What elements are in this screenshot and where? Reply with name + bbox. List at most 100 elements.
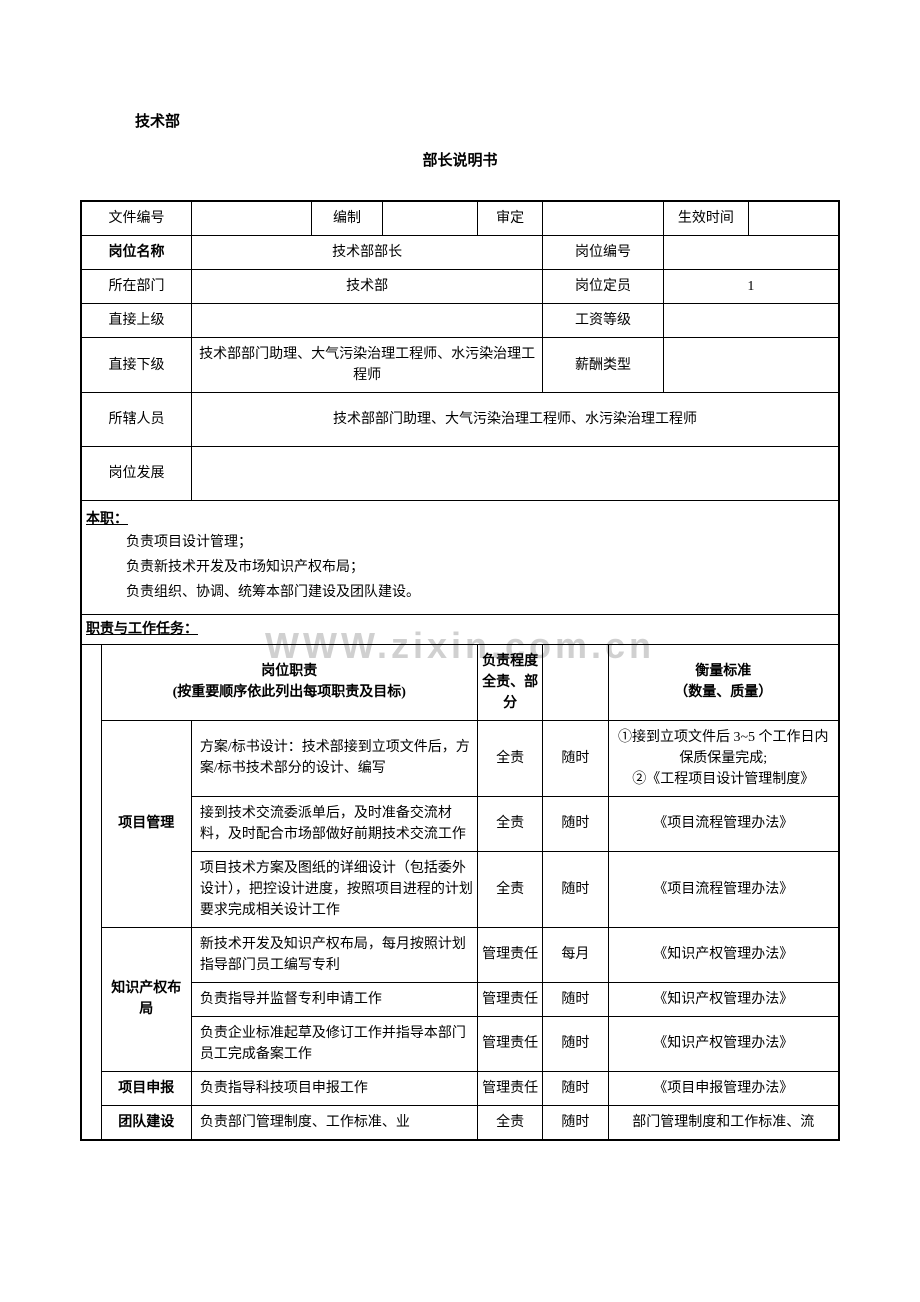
- effective-value: [749, 201, 839, 236]
- row-desc: 负责指导并监督专利申请工作: [191, 982, 477, 1016]
- header-department: 技术部: [135, 110, 840, 131]
- main-job-line-2: 负责新技术开发及市场知识产权布局；: [126, 555, 838, 580]
- pos-name-value: 技术部部长: [191, 236, 542, 270]
- row-resp: 全责: [478, 796, 543, 851]
- salary-grade-label: 工资等级: [543, 304, 663, 338]
- row-resp: 管理责任: [478, 927, 543, 982]
- row-freq: 每月: [543, 927, 608, 982]
- duties-h3: [543, 644, 608, 720]
- cat-project-mgmt: 项目管理: [101, 720, 191, 927]
- row-freq: 随时: [543, 1071, 608, 1105]
- meta-row-7: 岗位发展: [81, 447, 839, 501]
- header-title: 部长说明书: [80, 149, 840, 170]
- table-row: 负责指导并监督专利申请工作 管理责任 随时 《知识产权管理办法》: [81, 982, 839, 1016]
- headcount-value: 1: [663, 270, 839, 304]
- superior-label: 直接上级: [81, 304, 191, 338]
- duties-h1a: 岗位职责: [106, 661, 473, 682]
- table-row: 项目管理 方案/标书设计：技术部接到立项文件后，方案/标书技术部分的设计、编写 …: [81, 720, 839, 796]
- compile-value: [382, 201, 477, 236]
- row-desc: 负责指导科技项目申报工作: [191, 1071, 477, 1105]
- duties-label-row: 职责与工作任务：: [81, 614, 839, 644]
- row-std: 《知识产权管理办法》: [608, 982, 839, 1016]
- row-desc: 新技术开发及知识产权布局，每月按照计划指导部门员工编写专利: [191, 927, 477, 982]
- row-resp: 管理责任: [478, 1016, 543, 1071]
- review-label: 审定: [478, 201, 543, 236]
- dev-value: [191, 447, 839, 501]
- document-content: 技术部 部长说明书 文件编号 编制 审定 生效时间 岗位名称 技术: [80, 110, 840, 1141]
- dev-label: 岗位发展: [81, 447, 191, 501]
- duties-side-spacer: [81, 644, 101, 1140]
- row-freq: 随时: [543, 796, 608, 851]
- meta-row-1: 文件编号 编制 审定 生效时间: [81, 201, 839, 236]
- pos-no-value: [663, 236, 839, 270]
- table-row: 接到技术交流委派单后，及时准备交流材料，及时配合市场部做好前期技术交流工作 全责…: [81, 796, 839, 851]
- row-freq: 随时: [543, 982, 608, 1016]
- row-resp: 管理责任: [478, 982, 543, 1016]
- row-resp: 全责: [478, 1105, 543, 1140]
- table-row: 知识产权布局 新技术开发及知识产权布局，每月按照计划指导部门员工编写专利 管理责…: [81, 927, 839, 982]
- effective-label: 生效时间: [663, 201, 748, 236]
- duties-h4b: （数量、质量）: [613, 682, 834, 703]
- table-row: 项目申报 负责指导科技项目申报工作 管理责任 随时 《项目申报管理办法》: [81, 1071, 839, 1105]
- meta-row-4: 直接上级 工资等级: [81, 304, 839, 338]
- duties-h4: 衡量标准 （数量、质量）: [608, 644, 839, 720]
- row-desc: 项目技术方案及图纸的详细设计（包括委外设计），把控设计进度，按照项目进程的计划要…: [191, 851, 477, 927]
- row-std: ①接到立项文件后 3~5 个工作日内保质保量完成; ②《工程项目设计管理制度》: [608, 720, 839, 796]
- row-std: 《项目申报管理办法》: [608, 1071, 839, 1105]
- job-spec-table: 文件编号 编制 审定 生效时间 岗位名称 技术部部长 岗位编号 所在部门 技术部…: [80, 200, 840, 1141]
- main-job-line-1: 负责项目设计管理；: [126, 530, 838, 555]
- staff-value: 技术部部门助理、大气污染治理工程师、水污染治理工程师: [191, 393, 839, 447]
- row-desc: 负责部门管理制度、工作标准、业: [191, 1105, 477, 1140]
- table-row: 项目技术方案及图纸的详细设计（包括委外设计），把控设计进度，按照项目进程的计划要…: [81, 851, 839, 927]
- dept-value: 技术部: [191, 270, 542, 304]
- review-value: [543, 201, 663, 236]
- main-job-cell: 本职： 负责项目设计管理； 负责新技术开发及市场知识产权布局； 负责组织、协调、…: [81, 501, 839, 615]
- duties-label-cell: 职责与工作任务：: [81, 614, 839, 644]
- compile-label: 编制: [312, 201, 382, 236]
- cat-team-build: 团队建设: [101, 1105, 191, 1140]
- meta-row-3: 所在部门 技术部 岗位定员 1: [81, 270, 839, 304]
- salary-type-label: 薪酬类型: [543, 338, 663, 393]
- superior-value: [191, 304, 542, 338]
- cat-project-apply: 项目申报: [101, 1071, 191, 1105]
- subordinate-value: 技术部部门助理、大气污染治理工程师、水污染治理工程师: [191, 338, 542, 393]
- duties-label: 职责与工作任务：: [86, 622, 198, 637]
- subordinate-label: 直接下级: [81, 338, 191, 393]
- duties-h2a: 负责程度: [482, 651, 538, 672]
- row-freq: 随时: [543, 851, 608, 927]
- row-freq: 随时: [543, 1016, 608, 1071]
- table-row: 团队建设 负责部门管理制度、工作标准、业 全责 随时 部门管理制度和工作标准、流: [81, 1105, 839, 1140]
- row-std: 《项目流程管理办法》: [608, 796, 839, 851]
- duties-header-row: 岗位职责 (按重要顺序依此列出每项职责及目标) 负责程度 全责、部分 衡量标准 …: [81, 644, 839, 720]
- salary-type-value: [663, 338, 839, 393]
- main-job-row: 本职： 负责项目设计管理； 负责新技术开发及市场知识产权布局； 负责组织、协调、…: [81, 501, 839, 615]
- staff-label: 所辖人员: [81, 393, 191, 447]
- meta-row-6: 所辖人员 技术部部门助理、大气污染治理工程师、水污染治理工程师: [81, 393, 839, 447]
- headcount-label: 岗位定员: [543, 270, 663, 304]
- duties-h4a: 衡量标准: [613, 661, 834, 682]
- file-no-label: 文件编号: [81, 201, 191, 236]
- file-no-value: [191, 201, 311, 236]
- row-std: 《知识产权管理办法》: [608, 1016, 839, 1071]
- row-resp: 全责: [478, 851, 543, 927]
- main-job-label: 本职：: [86, 512, 128, 527]
- salary-grade-value: [663, 304, 839, 338]
- duties-h1b: (按重要顺序依此列出每项职责及目标): [106, 682, 473, 703]
- dept-label: 所在部门: [81, 270, 191, 304]
- row-desc: 接到技术交流委派单后，及时准备交流材料，及时配合市场部做好前期技术交流工作: [191, 796, 477, 851]
- main-job-line-3: 负责组织、协调、统筹本部门建设及团队建设。: [126, 580, 838, 605]
- duties-h2b: 全责、部分: [482, 672, 538, 714]
- pos-no-label: 岗位编号: [543, 236, 663, 270]
- row-freq: 随时: [543, 720, 608, 796]
- duties-h2: 负责程度 全责、部分: [478, 644, 543, 720]
- meta-row-2: 岗位名称 技术部部长 岗位编号: [81, 236, 839, 270]
- row-resp: 全责: [478, 720, 543, 796]
- cat-ip-layout: 知识产权布局: [101, 927, 191, 1071]
- row-resp: 管理责任: [478, 1071, 543, 1105]
- meta-row-5: 直接下级 技术部部门助理、大气污染治理工程师、水污染治理工程师 薪酬类型: [81, 338, 839, 393]
- row-std: 《项目流程管理办法》: [608, 851, 839, 927]
- row-desc: 方案/标书设计：技术部接到立项文件后，方案/标书技术部分的设计、编写: [191, 720, 477, 796]
- row-desc: 负责企业标准起草及修订工作并指导本部门员工完成备案工作: [191, 1016, 477, 1071]
- duties-h1: 岗位职责 (按重要顺序依此列出每项职责及目标): [101, 644, 477, 720]
- pos-name-label: 岗位名称: [81, 236, 191, 270]
